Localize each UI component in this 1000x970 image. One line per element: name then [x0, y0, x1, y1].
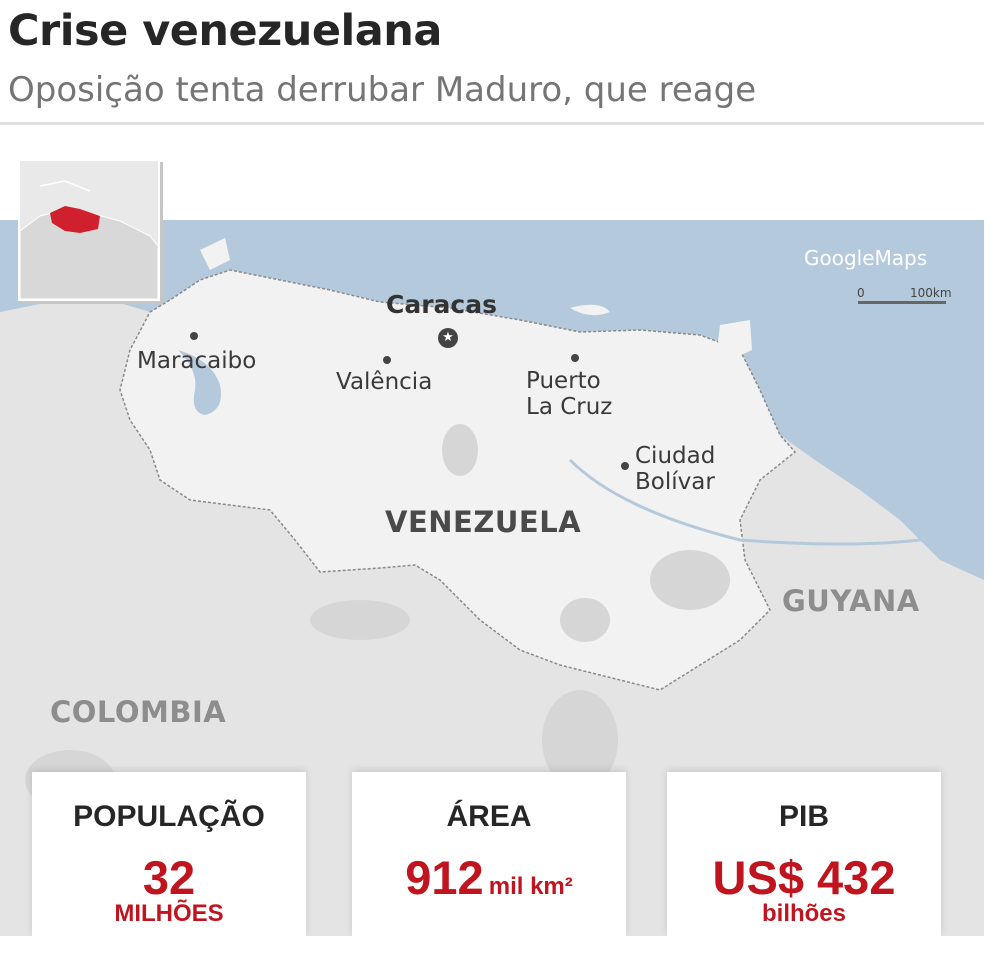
stat-card-area: ÁREA 912 mil km²: [352, 772, 626, 936]
country-guyana: GUYANA: [782, 584, 920, 618]
locator-map-svg: [20, 161, 158, 299]
gdp-value: US$ 432: [712, 851, 896, 904]
locator-south-america: [20, 210, 158, 299]
capital-label: Caracas: [386, 290, 497, 319]
maracaibo-dot-icon: [190, 332, 198, 340]
population-value: 32: [142, 851, 196, 904]
locator-venezuela-highlight: [50, 206, 100, 233]
header-divider: [0, 122, 984, 125]
scale-end-label: 100km: [910, 286, 952, 300]
gdp-label: PIB: [778, 800, 829, 833]
area-value: 912: [405, 851, 484, 904]
ciudad-bolivar-dot-icon: [621, 462, 629, 470]
page-subtitle: Oposição tenta derrubar Maduro, que reag…: [8, 70, 757, 110]
scale-bar: [858, 301, 946, 304]
city-puerto-la-cruz-line1: Puerto: [526, 368, 601, 394]
puerto-la-cruz-dot-icon: [571, 354, 579, 362]
country-venezuela: VENEZUELA: [385, 505, 582, 539]
stat-card-gdp: PIB US$ 432 bilhões: [667, 772, 941, 936]
stat-card-population: POPULAÇÃO 32 MILHÕES: [32, 772, 306, 936]
country-colombia: COLOMBIA: [50, 695, 227, 729]
city-ciudad-bolivar-line1: Ciudad: [635, 443, 716, 469]
lake-maracaibo: [178, 350, 221, 415]
population-unit: MILHÕES: [114, 900, 224, 927]
gdp-unit: bilhões: [761, 900, 846, 927]
caribbean-sea: [0, 220, 984, 580]
city-puerto-la-cruz-line2: La Cruz: [526, 394, 613, 420]
capital-star-icon: ★: [438, 328, 458, 348]
valencia-dot-icon: [383, 356, 391, 364]
locator-inset-map: [18, 159, 160, 301]
margarita-island: [570, 304, 610, 316]
bottom-strip: [0, 936, 1000, 970]
city-ciudad-bolivar-line2: Bolívar: [635, 469, 715, 495]
scale-start-label: 0: [857, 286, 865, 300]
population-label: POPULAÇÃO: [73, 800, 265, 833]
orinoco-river: [568, 458, 951, 546]
venezuela-land: [119, 269, 797, 691]
page-title: Crise venezuelana: [8, 6, 442, 56]
city-valencia: Valência: [336, 369, 433, 395]
map-credit: GoogleMaps: [804, 246, 928, 270]
trinidad-island: [718, 320, 752, 360]
guajira-peninsula: [200, 238, 230, 270]
area-label: ÁREA: [446, 800, 532, 833]
area-unit: mil km²: [488, 873, 573, 900]
locator-caribbean-islands: [39, 180, 91, 192]
city-maracaibo: Maracaibo: [137, 348, 257, 374]
